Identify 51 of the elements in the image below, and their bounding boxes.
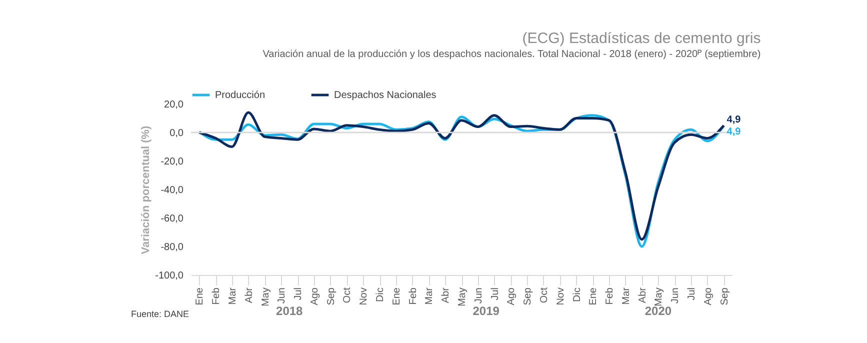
x-tick-label: Dic [375, 288, 386, 302]
x-tick-label: Oct [538, 287, 550, 304]
x-tick-label: Feb [211, 287, 222, 305]
x-tick-label: Mar [424, 286, 436, 305]
source-note: Fuente: DANE [130, 309, 189, 319]
x-tick-label: Feb [604, 287, 616, 305]
y-tick-label: -20,0 [160, 156, 184, 168]
text: 2020 [644, 304, 672, 318]
text: 2019 [472, 304, 500, 318]
y-tick-label: -60,0 [160, 214, 184, 224]
x-tick-label: Sep [326, 287, 337, 306]
x-tick-label: Jun [670, 288, 682, 304]
x-tick-label: Jul [686, 288, 698, 300]
chart-subtitle: Variación anual de la producción y los despachos nacionales. Total Nacional - 2018 (enero) - 2020ᴾ (septiembre) [262, 49, 761, 60]
x-tick-label: Jul [490, 288, 501, 300]
y-tick-label: -40,0 [160, 185, 184, 196]
x-tick-label: Nov [358, 288, 370, 306]
chart-title: (ECG) Estadísticas de cemento gris [522, 30, 761, 47]
x-tick-label: Jun [276, 288, 288, 304]
text: 2018 [276, 304, 304, 318]
x-tick-label: Mar [620, 286, 632, 305]
y-axis-title: Variación porcentual (%) [140, 125, 152, 254]
x-tick-label: Ago [506, 287, 518, 306]
y-tick-label: 0,0 [170, 128, 184, 139]
x-tick-label: Abr [440, 286, 452, 304]
x-tick-label: Ene [588, 287, 600, 306]
x-tick-label: Ene [194, 287, 206, 306]
y-tick-label: -100,0 [155, 270, 184, 282]
x-tick-label: Jul [293, 288, 304, 300]
y-tick-label: 20,0 [164, 100, 184, 110]
x-tick-label: Ene [391, 287, 402, 306]
x-tick-label: Mar [227, 286, 238, 305]
x-tick-label: Sep [522, 287, 534, 306]
x-tick-label: May [457, 288, 468, 306]
x-tick-label: Ago [702, 287, 714, 306]
x-tick-label: Abr [244, 286, 255, 304]
data-label: 4,9 [726, 126, 742, 138]
data-label: 4,9 [726, 114, 742, 126]
x-tick-label: Feb [408, 287, 419, 305]
x-tick-label: Sep [719, 287, 730, 306]
x-tick-label: May [654, 288, 665, 306]
x-tick-label: Nov [555, 288, 566, 306]
legend-label: Despachos Nacionales [334, 90, 436, 101]
x-tick-label: May [260, 288, 272, 306]
x-tick-label: Ago [309, 287, 320, 306]
y-tick-label: -80,0 [160, 242, 184, 253]
x-tick-label: Dic [572, 288, 583, 302]
x-tick-label: Jun [473, 288, 484, 304]
legend-label: Producción [215, 90, 266, 101]
x-tick-label: Oct [342, 287, 354, 304]
x-tick-label: Abr [637, 286, 648, 304]
